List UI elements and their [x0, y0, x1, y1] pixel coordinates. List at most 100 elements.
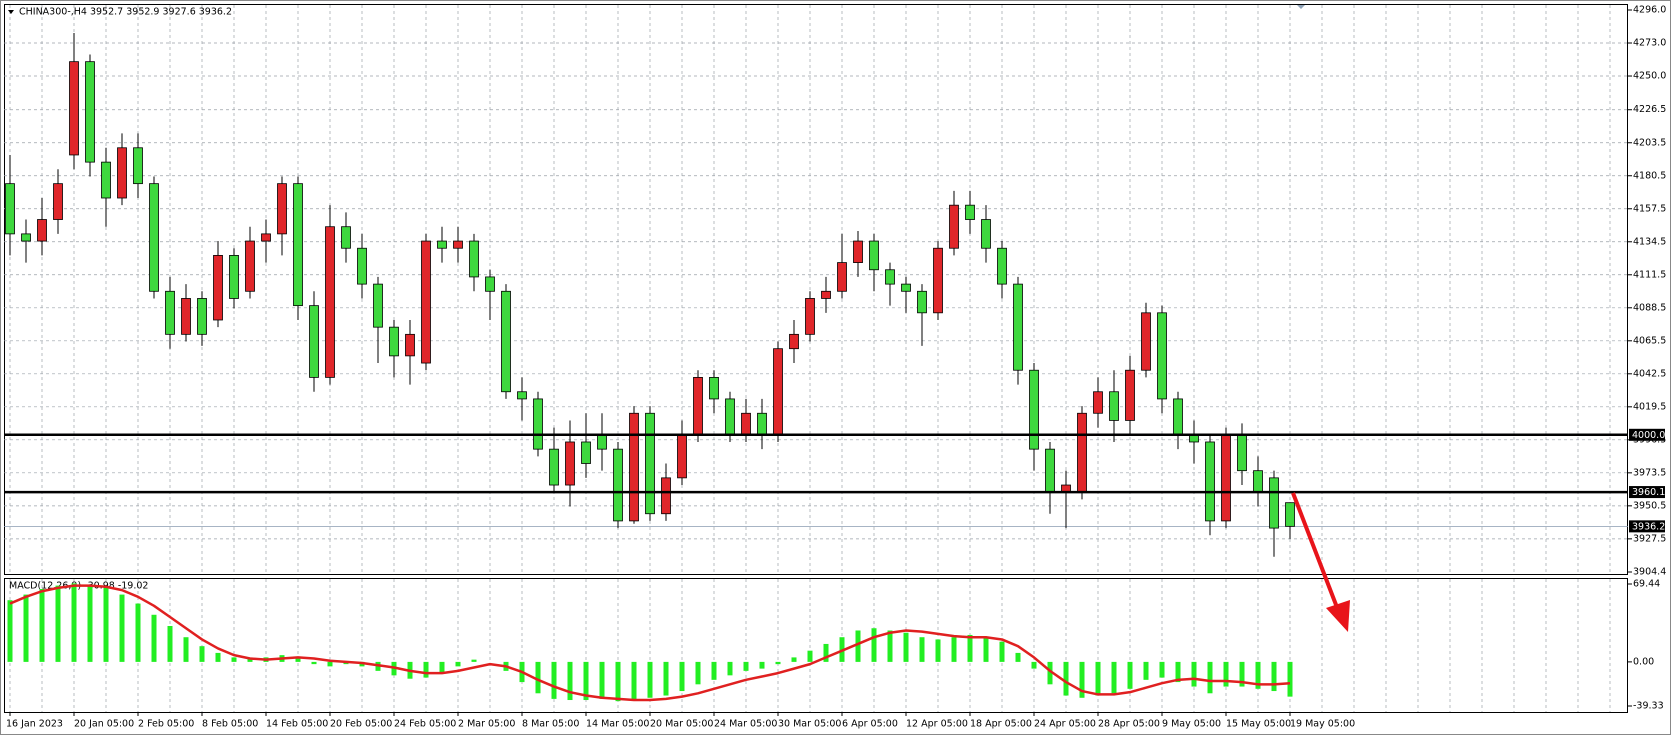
y-tick-label: 0.00: [1633, 656, 1654, 667]
y-tick-label: 69.44: [1633, 579, 1660, 590]
candle-body: [901, 283, 911, 292]
candle-body: [933, 247, 943, 314]
shift-marker[interactable]: [1297, 5, 1305, 9]
candle-body: [709, 376, 719, 400]
macd-bar: [1015, 652, 1021, 662]
candle-body: [597, 434, 607, 450]
candle-body: [677, 434, 687, 479]
macd-bar: [663, 661, 669, 696]
candle-body: [165, 290, 175, 335]
candle-body: [1029, 369, 1039, 450]
y-tick-label: 4065.5: [1633, 335, 1666, 346]
y-tick-label: 3950.5: [1633, 500, 1666, 511]
macd-bar: [823, 643, 829, 662]
candle-body: [1125, 369, 1135, 421]
candle-body: [261, 233, 271, 242]
macd-bar: [791, 657, 797, 662]
candle-body: [1205, 441, 1215, 522]
y-tick-label: 3973.5: [1633, 467, 1666, 478]
macd-bar: [775, 661, 781, 665]
macd-bar: [23, 594, 29, 662]
x-tick-label: 20 Feb 05:00: [330, 719, 392, 730]
x-tick-label: 24 Apr 05:00: [1034, 719, 1096, 730]
y-tick-label: 4296.0: [1633, 5, 1666, 16]
x-tick-label: 12 Apr 05:00: [906, 719, 968, 730]
candle-body: [821, 290, 831, 299]
x-tick-label: 20 Mar 05:00: [650, 719, 713, 730]
y-tick-label: 4203.5: [1633, 137, 1666, 148]
macd-panel: [4, 578, 1628, 713]
price-panel: [4, 4, 1628, 575]
candle-body: [85, 61, 95, 163]
macd-bar: [1079, 661, 1085, 698]
candle-body: [5, 183, 15, 235]
menu-triangle[interactable]: [8, 10, 14, 14]
macd-bar: [1255, 661, 1261, 689]
candle-body: [693, 376, 703, 436]
macd-bar: [151, 614, 157, 662]
macd-bar: [311, 661, 317, 665]
x-tick-label: 14 Mar 05:00: [586, 719, 649, 730]
macd-bar: [327, 661, 333, 667]
macd-bar: [231, 657, 237, 662]
x-tick-label: 20 Jan 05:00: [74, 719, 134, 730]
macd-bar: [439, 661, 445, 674]
y-tick-label: 4111.5: [1633, 269, 1666, 280]
level-label: 3960.1: [1632, 487, 1665, 498]
candle-body: [453, 240, 463, 249]
x-tick-label: 9 May 05:00: [1162, 719, 1221, 730]
level-label-box: [1629, 428, 1665, 441]
y-tick-label: 4180.5: [1633, 170, 1666, 181]
macd-bar: [103, 587, 109, 662]
candle-body: [949, 204, 959, 249]
x-tick-label: 18 Apr 05:00: [970, 719, 1032, 730]
macd-bar: [215, 652, 221, 662]
candle-body: [1045, 448, 1055, 493]
chart-layer: 4296.0 4273.0 4250.0 4226.5 4203.5 4180.5 4157…: [4, 5, 1666, 730]
macd-bar: [1223, 661, 1229, 687]
candle-body: [69, 61, 79, 156]
macd-bar: [1287, 661, 1293, 697]
candle-body: [309, 305, 319, 378]
candle-body: [741, 412, 751, 436]
chart-title: CHINA300-,H4 3952.7 3952.9 3927.6 3936.2: [19, 7, 232, 18]
y-tick-label: 4019.5: [1633, 401, 1666, 412]
macd-bar: [599, 661, 605, 699]
candle-body: [853, 240, 863, 263]
candle-body: [965, 204, 975, 220]
macd-bar: [1191, 661, 1197, 687]
candle-body: [981, 219, 991, 249]
macd-bar: [1175, 661, 1181, 683]
candle-body: [357, 247, 367, 285]
candle-body: [501, 290, 511, 393]
candle-body: [997, 247, 1007, 285]
candle-body: [645, 412, 655, 515]
candle-body: [341, 226, 351, 249]
candle-body: [37, 219, 47, 242]
y-tick-label: 4273.0: [1633, 38, 1666, 49]
candle-body: [661, 477, 671, 515]
macd-bar: [887, 630, 893, 662]
candle-body: [837, 262, 847, 292]
macd-bar: [1095, 661, 1101, 696]
candle-body: [869, 240, 879, 271]
macd-bar: [1127, 661, 1133, 689]
candle-body: [149, 183, 159, 292]
macd-bar: [567, 661, 573, 701]
candle-body: [773, 348, 783, 436]
x-tick-label: 19 May 05:00: [1290, 719, 1355, 730]
macd-bar: [967, 634, 973, 662]
bid-label-box: [1629, 520, 1665, 533]
candle-body: [533, 398, 543, 450]
x-tick-label: 8 Feb 05:00: [202, 719, 258, 730]
y-tick-label: 3904.4: [1633, 567, 1666, 578]
macd-bar: [55, 585, 61, 662]
signal-line: [9, 584, 1291, 702]
macd-bar: [7, 600, 13, 662]
macd-bar: [919, 637, 925, 662]
macd-bar: [455, 661, 461, 667]
candle-body: [581, 441, 591, 464]
candle-body: [1221, 434, 1231, 522]
macd-bar: [615, 661, 621, 702]
